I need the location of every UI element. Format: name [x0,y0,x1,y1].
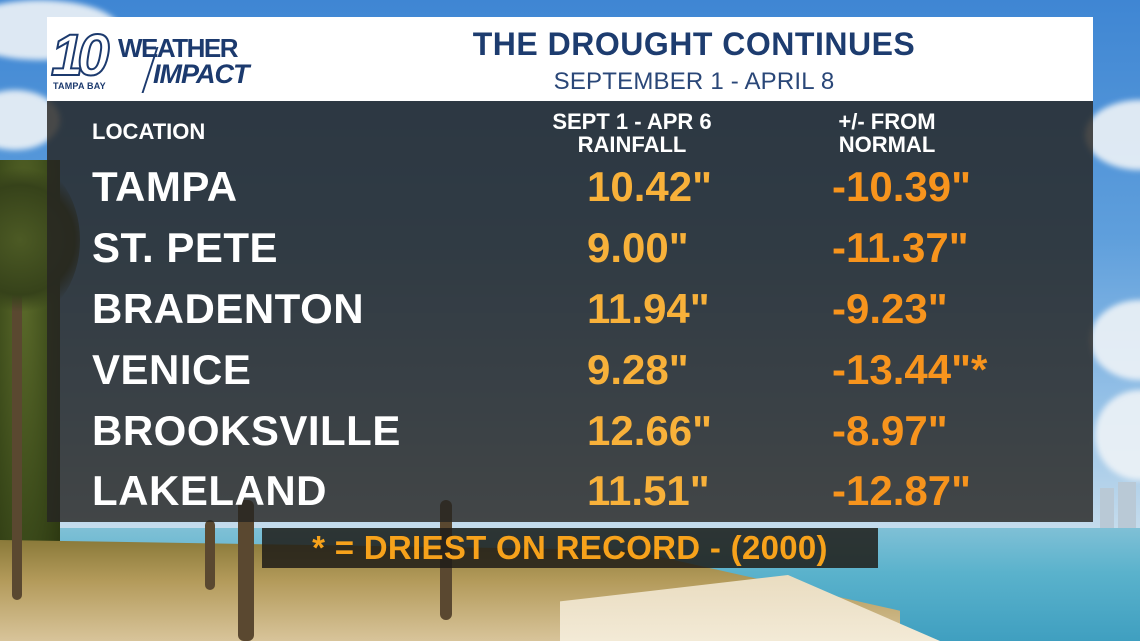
rainfall-table: LOCATION SEPT 1 - APR 6 RAINFALL +/- FRO… [47,101,1093,522]
departure-cell: -11.37" [832,224,969,271]
departure-cell: -9.23" [832,285,948,332]
location-cell: BROOKSVILLE [92,407,401,454]
table-row: BRADENTON 11.94" -9.23" [47,283,1093,343]
table-row: LAKELAND 11.51" -12.87" [47,465,1093,525]
logo-weather-text: WEATHER [118,33,239,63]
location-cell: BRADENTON [92,285,365,332]
logo-number: 10 [50,23,110,88]
location-cell: LAKELAND [92,467,327,514]
palm-trunk [238,500,254,641]
rainfall-cell: 11.51" [587,467,710,514]
skyline-building [1118,482,1136,528]
location-cell: TAMPA [92,163,238,210]
skyline-building [1100,488,1114,528]
column-header-rainfall-line2: RAINFALL [577,132,687,157]
column-header-rainfall: SEPT 1 - APR 6 RAINFALL [507,110,757,156]
rainfall-cell: 12.66" [587,407,713,454]
palm-trunk [12,260,22,600]
column-header-rainfall-line1: SEPT 1 - APR 6 [552,109,712,134]
page-title: THE DROUGHT CONTINUES [472,26,916,62]
rainfall-cell: 9.28" [587,346,689,393]
location-cell: VENICE [92,346,252,393]
column-header-departure-line2: NORMAL [838,132,936,157]
rainfall-cell: 11.94" [587,285,710,332]
column-header-departure-line1: +/- FROM [838,109,936,134]
page-subtitle: SEPTEMBER 1 - APRIL 8 [553,68,835,95]
footnote-banner: * = DRIEST ON RECORD - (2000) [262,528,878,568]
table-row: ST. PETE 9.00" -11.37" [47,222,1093,282]
table-row: TAMPA 10.42" -10.39" [47,161,1093,221]
header-banner: 10 TAMPA BAY WEATHER IMPACT THE DROUGHT … [47,17,1093,101]
palm-trunk [205,520,215,590]
departure-cell: -10.39" [832,163,972,210]
table-row: BROOKSVILLE 12.66" -8.97" [47,405,1093,465]
logo-station-name: TAMPA BAY [53,81,106,91]
station-logo: 10 TAMPA BAY WEATHER IMPACT [50,23,281,97]
departure-cell: -13.44"* [832,346,988,393]
column-header-departure: +/- FROM NORMAL [787,110,987,156]
rainfall-cell: 9.00" [587,224,689,271]
departure-cell: -8.97" [832,407,948,454]
table-row: VENICE 9.28" -13.44"* [47,344,1093,404]
location-cell: ST. PETE [92,224,279,271]
rainfall-cell: 10.42" [587,163,713,210]
logo-impact-text: IMPACT [153,59,249,89]
column-header-location: LOCATION [92,119,206,144]
departure-cell: -12.87" [832,467,972,514]
